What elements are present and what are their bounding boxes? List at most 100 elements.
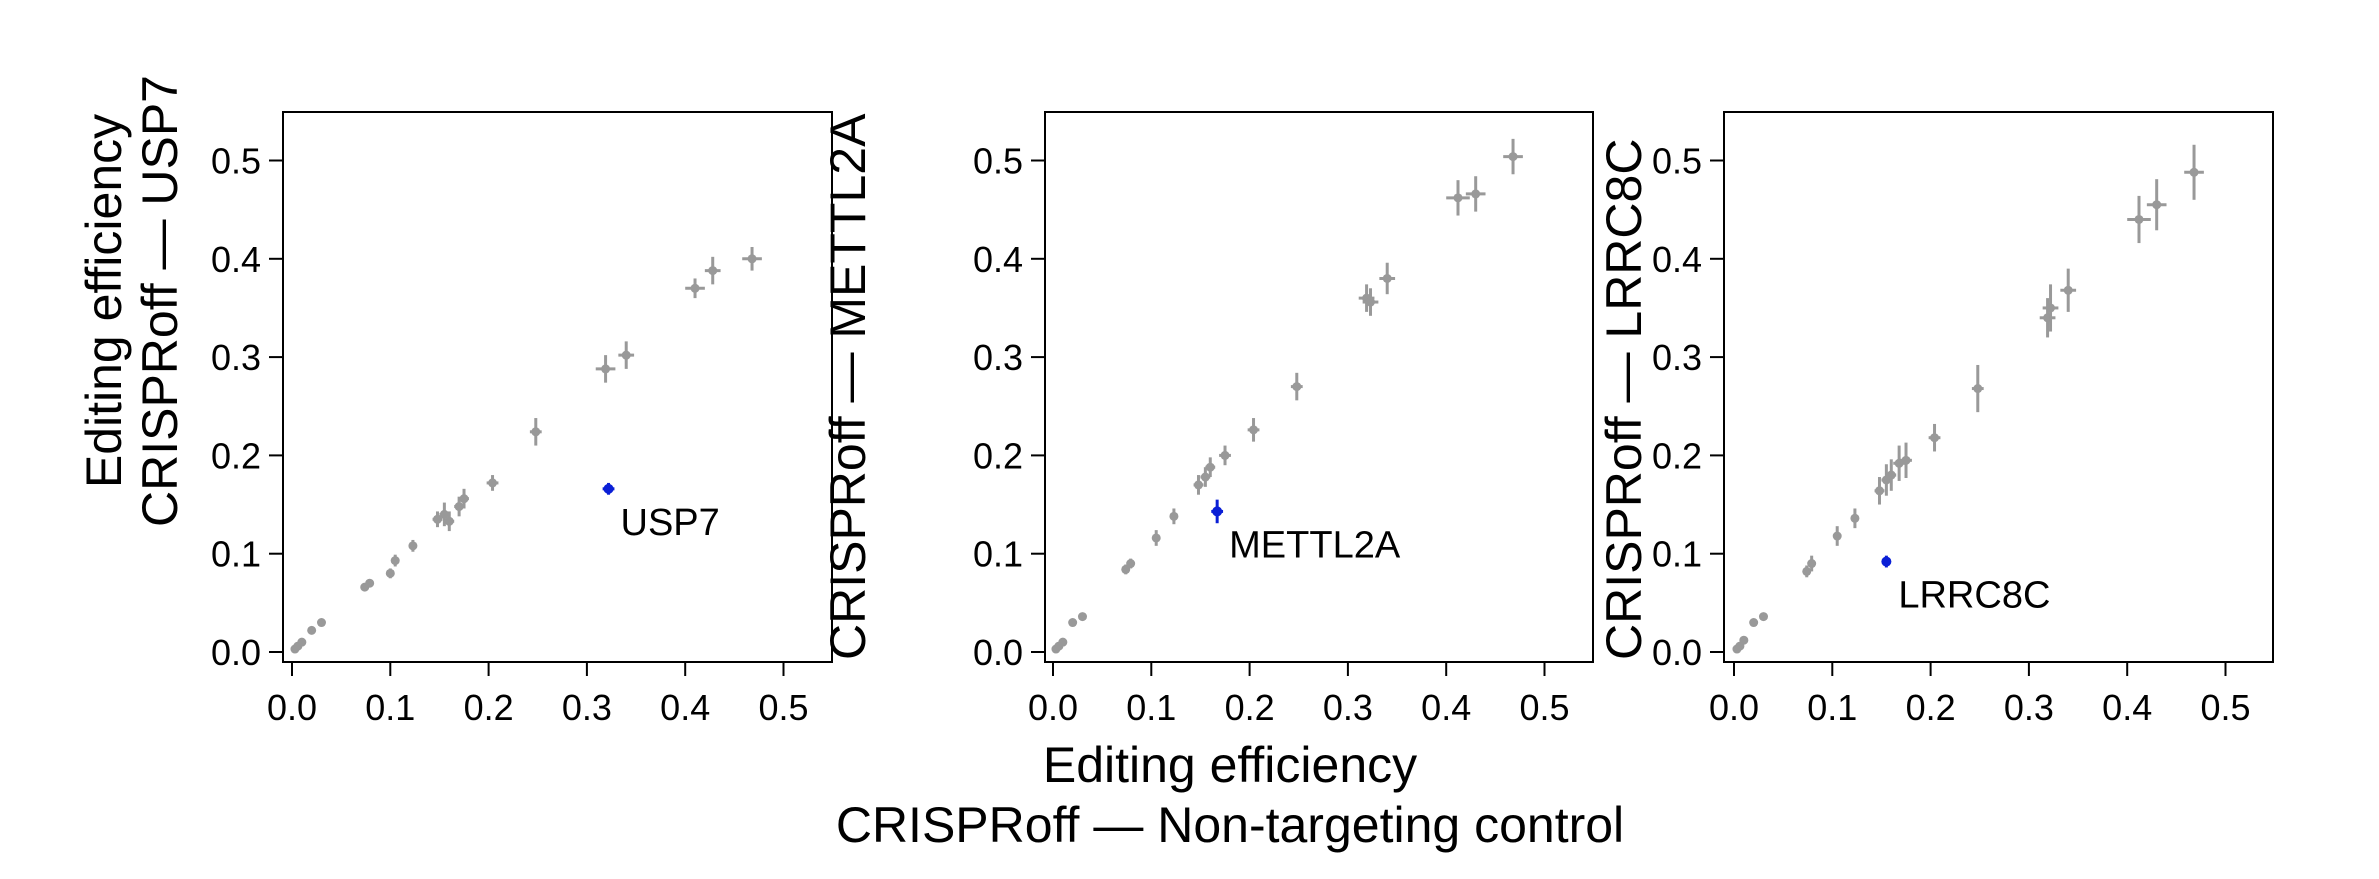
point-marker	[454, 502, 464, 512]
y-tick-label: 0.0	[973, 632, 1023, 673]
plot-area-mettl2a: 0.00.0 0.1 0.1 0.2 0.2 0.3 0.3 0.4 0.4 0.5 0.5 METT…	[973, 111, 1594, 728]
data-point	[2042, 284, 2059, 332]
x-tick-label: 0.0	[267, 687, 317, 728]
x-tick-label: 0.0	[1028, 687, 1078, 728]
plot-area-lrrc8c: 0.00.0 0.1 0.1 0.2 0.2 0.3 0.3 0.4 0.4 0.5 0.5 LRRC…	[1652, 111, 2274, 728]
highlight-point	[602, 482, 615, 495]
data-point	[2060, 268, 2077, 312]
highlight-marker	[1212, 506, 1223, 517]
x-tick-label: 0.5	[1519, 687, 1569, 728]
data-point	[307, 625, 317, 635]
point-marker	[1205, 462, 1215, 472]
point-marker	[488, 478, 498, 488]
data-point	[1886, 459, 1897, 491]
data-point	[316, 618, 326, 628]
data-point	[1362, 288, 1379, 316]
point-marker	[390, 556, 400, 566]
point-marker	[459, 494, 469, 504]
point-marker	[747, 254, 757, 264]
x-tick-label: 0.4	[660, 687, 710, 728]
y-tick-label: 0.4	[211, 239, 261, 280]
y-tick-label: 0.5	[973, 141, 1023, 182]
data-point	[1900, 442, 1912, 479]
data-point	[1971, 364, 1984, 413]
y-tick-label: 0.0	[1652, 632, 1702, 673]
x-tick-label: 0.3	[1323, 687, 1373, 728]
y-tick-label: 0.3	[1652, 337, 1702, 378]
point-marker	[385, 568, 395, 578]
plot-area-usp7: 0.00.0 0.1 0.1 0.2 0.2 0.3 0.3 0.4 0.4 0.5 0.5 USP7	[211, 111, 833, 728]
point-marker	[1832, 531, 1842, 541]
data-point	[1068, 618, 1078, 628]
point-marker	[2063, 285, 2073, 295]
point-marker	[1058, 637, 1068, 647]
data-point	[459, 488, 469, 509]
point-marker	[1292, 382, 1302, 392]
y-tick-label: 0.1	[211, 534, 261, 575]
y-tick-label: 0.2	[1652, 435, 1702, 476]
highlight-point	[1881, 555, 1892, 568]
plot-frame	[282, 111, 833, 663]
data-point	[1077, 612, 1087, 622]
point-marker	[2189, 167, 2199, 177]
point-marker	[307, 625, 317, 635]
y-tick-label: 0.2	[211, 435, 261, 476]
data-point	[618, 341, 635, 369]
x-tick-label: 0.4	[2102, 687, 2152, 728]
data-point	[1247, 418, 1260, 442]
data-point	[1802, 565, 1812, 578]
point-marker	[1453, 193, 1463, 203]
point-marker	[1382, 273, 1392, 283]
data-point	[1807, 555, 1817, 572]
data-point	[1465, 176, 1486, 212]
y-tick-label: 0.2	[973, 435, 1023, 476]
x-tick-label: 0.1	[1807, 687, 1857, 728]
y-tick-label: 0.1	[1652, 534, 1702, 575]
data-point	[1205, 457, 1216, 478]
x-tick-label: 0.4	[1421, 687, 1471, 728]
highlight-label: USP7	[621, 502, 720, 544]
scatter-panel-mettl2a: CRISPRoff — METTL2A 0.0 0.0 0.1 0.1 0.2 0.2 0.…	[760, 0, 1624, 879]
data-point	[2184, 144, 2204, 200]
y-tick-label: 0.3	[973, 337, 1023, 378]
data-point	[444, 511, 455, 532]
point-marker	[621, 350, 631, 360]
y-tick-label: 0.3	[211, 337, 261, 378]
data-point	[1169, 508, 1179, 525]
point-marker	[1874, 486, 1884, 496]
data-point	[1379, 262, 1396, 295]
x-tick-label: 0.1	[365, 687, 415, 728]
highlight-marker	[603, 483, 614, 494]
point-marker	[297, 637, 307, 647]
x-tick-label: 0.5	[758, 687, 808, 728]
data-point	[432, 511, 443, 528]
point-marker	[316, 618, 326, 628]
y-tick-label: 0.4	[1652, 239, 1702, 280]
point-marker	[408, 541, 418, 551]
data-point	[365, 578, 375, 588]
point-marker	[1077, 612, 1087, 622]
point-marker	[531, 427, 541, 437]
x-tick-label: 0.0	[1709, 687, 1759, 728]
data-point	[1503, 138, 1523, 175]
data-point	[1874, 477, 1885, 505]
data-point	[1739, 635, 1749, 645]
x-tick-label: 0.2	[1906, 687, 1956, 728]
data-point	[1193, 475, 1204, 495]
highlight-point	[1211, 499, 1224, 524]
x-tick-label: 0.5	[2200, 687, 2250, 728]
data-point	[1850, 508, 1860, 529]
x-tick-label: 0.2	[1225, 687, 1275, 728]
highlight-label: LRRC8C	[1898, 575, 2050, 617]
point-marker	[1366, 297, 1376, 307]
y-tick-label: 0.5	[1652, 141, 1702, 182]
point-marker	[1121, 564, 1131, 574]
point-marker	[1151, 533, 1161, 543]
data-point	[2146, 179, 2167, 231]
point-marker	[2046, 303, 2056, 313]
data-point	[1446, 180, 1470, 216]
data-point	[1928, 423, 1941, 452]
y-tick-label: 0.1	[973, 534, 1023, 575]
point-marker	[1802, 566, 1812, 576]
point-marker	[690, 283, 700, 293]
